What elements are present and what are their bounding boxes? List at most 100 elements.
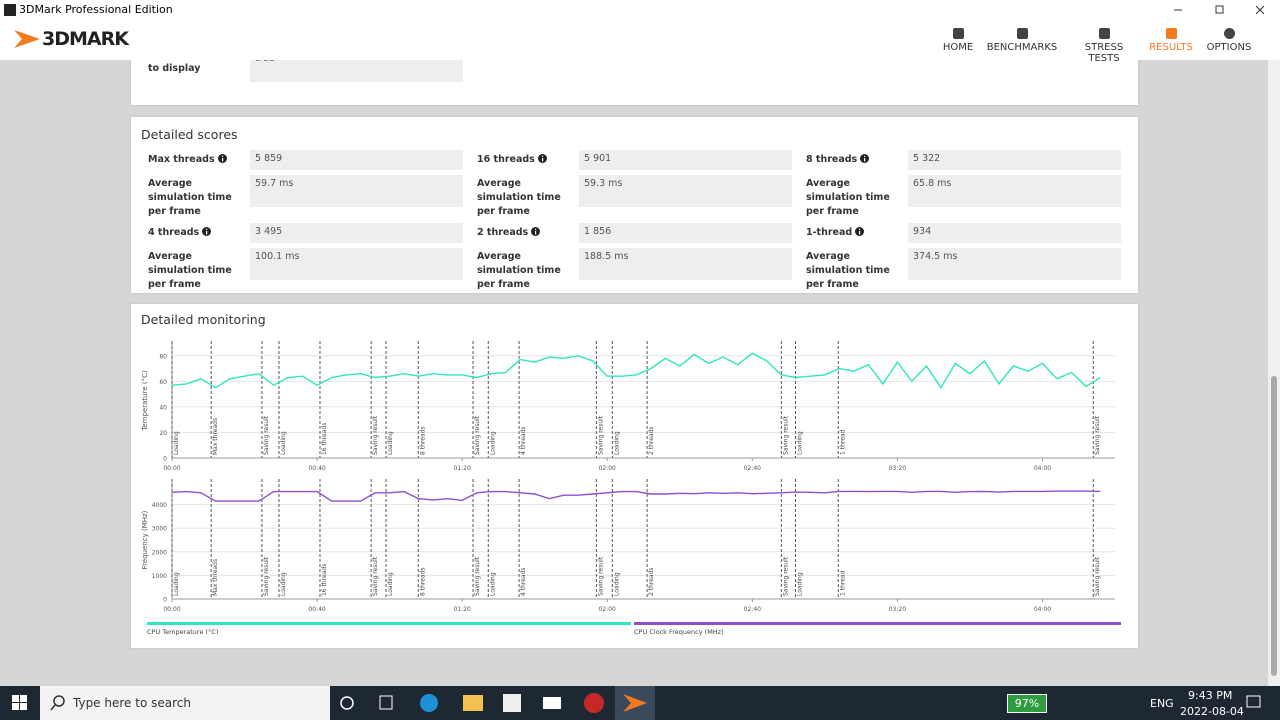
event-label: Loading	[489, 431, 496, 455]
clock-date[interactable]: 2022-08-04	[1180, 705, 1244, 718]
event-label: Loading	[280, 431, 287, 455]
event-label: 4 threads	[520, 426, 527, 455]
nav-item[interactable]: OPTIONS	[1204, 28, 1254, 53]
score-label-text: 16 threads	[477, 154, 535, 165]
event-label: 1 thread	[839, 429, 846, 455]
nav-label[interactable]: STRESS TESTS	[1084, 42, 1124, 64]
data-line	[171, 490, 1101, 502]
y-tick-label: 80	[159, 353, 167, 360]
x-tick-label: 04:00	[1034, 606, 1051, 613]
nav-item[interactable]: STRESS TESTS	[1068, 28, 1140, 64]
taskbar-apps[interactable]	[335, 686, 665, 720]
nav-item[interactable]: RESULTS	[1148, 28, 1194, 53]
score-value: 5 322	[908, 150, 1121, 170]
score-value: 5 859	[250, 150, 463, 170]
event-label: 16 threads	[321, 423, 328, 455]
app-icon	[4, 4, 16, 16]
info-icon[interactable]	[202, 227, 212, 236]
language[interactable]: ENG	[1150, 697, 1174, 710]
event-label: Loading	[173, 572, 180, 596]
window-title: 3DMark Professional Edition	[19, 3, 173, 16]
monitoring-charts: 0 20 40 60 80 00:00 00:40 01:20 02:00 02:40 03:20 0…	[141, 341, 1121, 636]
event-label: Saving result	[263, 415, 270, 455]
score-value: 1 856	[579, 223, 792, 243]
x-tick-label: 01:20	[454, 606, 471, 613]
event-label: Saving result	[474, 556, 481, 596]
sub-label: Average simulation time per frame	[148, 178, 232, 217]
event-label: 1 thread	[839, 570, 846, 596]
event-label: Max threads	[212, 418, 219, 455]
event-label: Loading	[613, 572, 620, 596]
sub-value: 59.3 ms	[579, 175, 792, 207]
event-label: Saving result	[372, 556, 379, 596]
x-tick-label: 00:00	[163, 465, 180, 472]
sub-label: Average simulation time per frame	[806, 251, 890, 290]
legend-swatch	[634, 622, 1121, 625]
score-label: 16 threads	[477, 153, 547, 167]
event-label: Loading	[796, 431, 803, 455]
score-value: 934	[908, 223, 1121, 243]
event-label: 8 threads	[419, 426, 426, 455]
legend-label: CPU Clock Frequency (MHz)	[634, 628, 724, 636]
score-label-text: 4 threads	[148, 227, 200, 238]
battery[interactable]: 97%	[1007, 694, 1047, 713]
scrollbar[interactable]	[1268, 60, 1280, 686]
event-label: Saving result	[597, 415, 604, 455]
nav-label[interactable]: OPTIONS	[1206, 42, 1252, 53]
info-icon[interactable]	[537, 154, 547, 163]
start-button[interactable]	[12, 695, 28, 711]
sub-label: Average simulation time per frame	[806, 178, 890, 217]
nav-label[interactable]: RESULTS	[1149, 42, 1193, 53]
y-tick-label: 60	[159, 379, 167, 386]
info-icon[interactable]	[531, 227, 541, 236]
x-tick-label: 02:00	[599, 465, 616, 472]
event-label: 8 threads	[419, 567, 426, 596]
x-tick-label: 02:40	[744, 606, 761, 613]
event-label: Saving result	[474, 415, 481, 455]
window-controls[interactable]	[1160, 0, 1280, 20]
event-label: Saving result	[782, 415, 789, 455]
taskbar: Type here to search 97% ENG 9:43 PM 2022…	[0, 686, 1280, 720]
event-label: Saving result	[782, 556, 789, 596]
event-label: Saving result	[263, 556, 270, 596]
app-header: 3DMARK HOME BENCHMARKS STRESS TESTS RESULTS…	[0, 20, 1280, 64]
nav-label[interactable]: HOME	[942, 42, 974, 53]
nav-item[interactable]: HOME	[940, 28, 976, 53]
monitoring-panel: Detailed monitoring	[131, 304, 1138, 648]
sub-value: 374.5 ms	[908, 248, 1121, 280]
score-label-text: 1-thread	[806, 227, 853, 238]
event-label: Loading	[796, 572, 803, 596]
title-bar: 3DMark Professional Edition	[0, 0, 1280, 20]
sub-value: 100.1 ms	[250, 248, 463, 280]
clock-time[interactable]: 9:43 PM	[1188, 689, 1233, 702]
x-tick-label: 03:20	[889, 606, 906, 613]
info-icon[interactable]	[217, 154, 227, 163]
legend-swatch	[147, 622, 631, 625]
scores-panel: Detailed scores Max threads 5 859 Average …	[131, 117, 1138, 293]
x-tick-label: 00:40	[308, 465, 325, 472]
scroll-thumb[interactable]	[1271, 376, 1277, 676]
panel-title: Detailed monitoring	[141, 312, 266, 327]
y-tick-label: 40	[159, 404, 167, 411]
score-label-text: 8 threads	[806, 154, 858, 165]
search-box[interactable]: Type here to search	[40, 686, 330, 720]
score-label: 2 threads	[477, 226, 541, 240]
notifications[interactable]	[1246, 695, 1262, 711]
event-label: 2 threads	[648, 567, 655, 596]
y-axis-label: Temperature (°C)	[141, 370, 149, 432]
sub-label: Average simulation time per frame	[148, 251, 232, 290]
nav-item[interactable]: BENCHMARKS	[985, 28, 1059, 53]
sub-value: 59.7 ms	[250, 175, 463, 207]
event-label: Loading	[280, 572, 287, 596]
sub-value: 65.8 ms	[908, 175, 1121, 207]
score-value: 3 495	[250, 223, 463, 243]
score-label-text: 2 threads	[477, 227, 529, 238]
sub-label: Average simulation time per frame	[477, 251, 561, 290]
nav-label[interactable]: BENCHMARKS	[986, 42, 1058, 53]
event-label: Loading	[387, 431, 394, 455]
x-tick-label: 00:00	[163, 606, 180, 613]
score-value: 5 901	[579, 150, 792, 170]
info-icon[interactable]	[855, 227, 865, 236]
info-icon[interactable]	[860, 154, 870, 163]
